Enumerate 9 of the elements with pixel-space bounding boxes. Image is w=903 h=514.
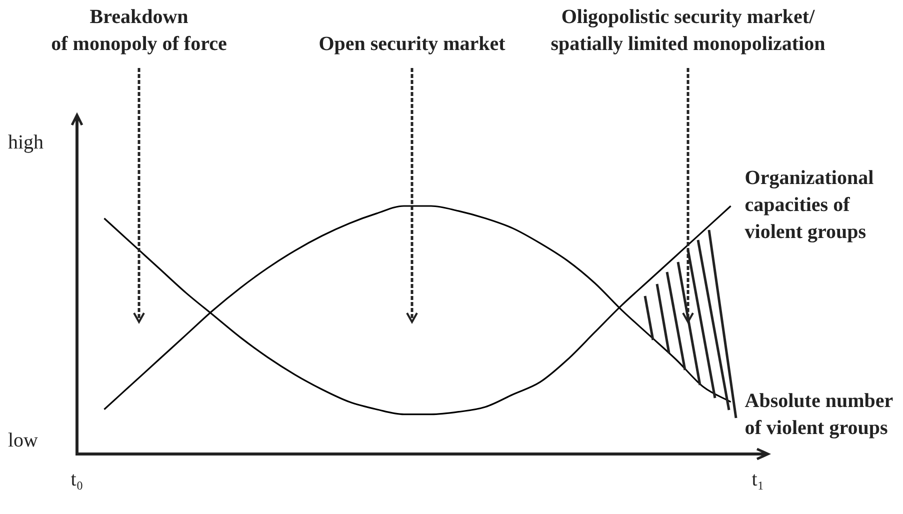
text: low <box>8 429 39 452</box>
text: high <box>8 131 44 154</box>
series-label: Organizational capacities of violent groups <box>744 167 874 244</box>
text: Breakdown of monopoly of force <box>51 6 227 56</box>
series-label: Absolute number of violent groups <box>744 390 894 440</box>
text: Open security market <box>318 33 506 56</box>
x-tick-label: t₀ <box>70 468 84 490</box>
x-tick-label: t₁ <box>752 468 764 490</box>
text: Oligopolistic security market/ spatially limited monopolization <box>550 6 826 56</box>
